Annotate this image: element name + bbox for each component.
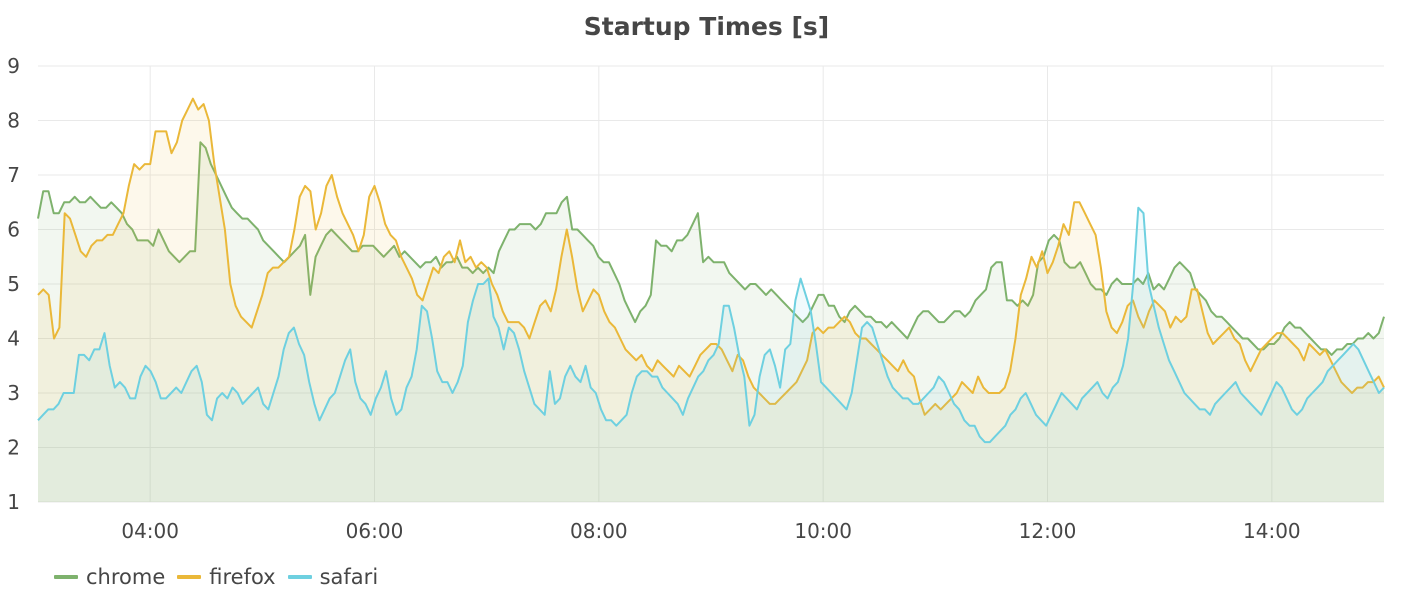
legend-swatch [287, 575, 312, 579]
legend-item-safari[interactable]: safari [287, 565, 379, 589]
grid [38, 65, 1384, 503]
x-tick-label: 04:00 [121, 519, 179, 543]
y-tick-label: 9 [7, 54, 20, 78]
y-tick-label: 1 [7, 490, 20, 514]
chart-title: Startup Times [s] [583, 12, 830, 41]
x-tick-label: 06:00 [346, 519, 404, 543]
series-area [37, 97, 1385, 503]
y-tick-label: 6 [7, 218, 20, 242]
series-area-safari [38, 207, 1384, 502]
x-tick-label: 10:00 [794, 519, 852, 543]
y-tick-label: 8 [7, 109, 20, 133]
y-tick-label: 5 [7, 272, 20, 296]
y-tick-label: 4 [7, 327, 20, 351]
series-line-safari [37, 206, 1385, 444]
legend-swatch [54, 575, 78, 579]
x-tick-label: 12:00 [1019, 519, 1077, 543]
series-line-firefox [37, 97, 1385, 416]
x-tick-label: 08:00 [570, 519, 628, 543]
legend-swatch [177, 575, 202, 579]
y-axis: 1 2 3 4 5 6 7 8 9 [7, 54, 20, 514]
legend-label: chrome [86, 565, 166, 589]
x-tick-label: 14:00 [1243, 519, 1301, 543]
legend-item-firefox[interactable]: firefox [177, 565, 276, 589]
legend-label: firefox [209, 565, 276, 589]
x-axis: 04:00 06:00 08:00 10:00 12:00 14:00 [121, 519, 1300, 543]
y-tick-label: 2 [7, 436, 20, 460]
legend-item-chrome[interactable]: chrome [54, 565, 165, 589]
legend-label: safari [319, 565, 379, 589]
series-area-chrome [38, 142, 1384, 503]
series-line-chrome [37, 141, 1385, 356]
y-tick-label: 3 [7, 381, 20, 405]
legend: chrome firefox safari [54, 563, 390, 591]
y-tick-label: 7 [7, 163, 20, 187]
